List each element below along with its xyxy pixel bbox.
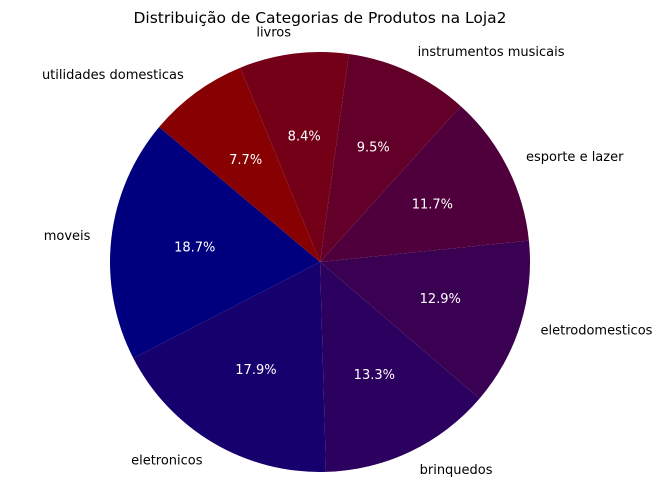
pie-percentage-label: 9.5%	[357, 140, 390, 155]
pie-percentage-label: 7.7%	[229, 153, 262, 168]
pie-category-label: eletronicos	[131, 453, 203, 468]
chart-title: Distribuição de Categorias de Produtos n…	[133, 9, 506, 27]
pie-percentage-label: 8.4%	[288, 129, 321, 144]
pie-category-label: utilidades domesticas	[42, 68, 184, 83]
pie-percentage-label: 18.7%	[174, 241, 215, 256]
pie-percentage-label: 12.9%	[420, 292, 461, 307]
pie-category-label: livros	[256, 25, 291, 40]
pie-category-label: moveis	[44, 229, 91, 244]
pie-percentage-label: 11.7%	[412, 198, 453, 213]
pie-category-label: brinquedos	[420, 463, 493, 478]
pie-category-label: eletrodomesticos	[540, 323, 652, 338]
pie-category-label: esporte e lazer	[526, 150, 624, 165]
pie-percentage-label: 13.3%	[354, 368, 395, 383]
pie-slices	[110, 52, 530, 472]
pie-percentage-label: 17.9%	[235, 363, 276, 378]
pie-category-label: instrumentos musicais	[418, 45, 565, 60]
